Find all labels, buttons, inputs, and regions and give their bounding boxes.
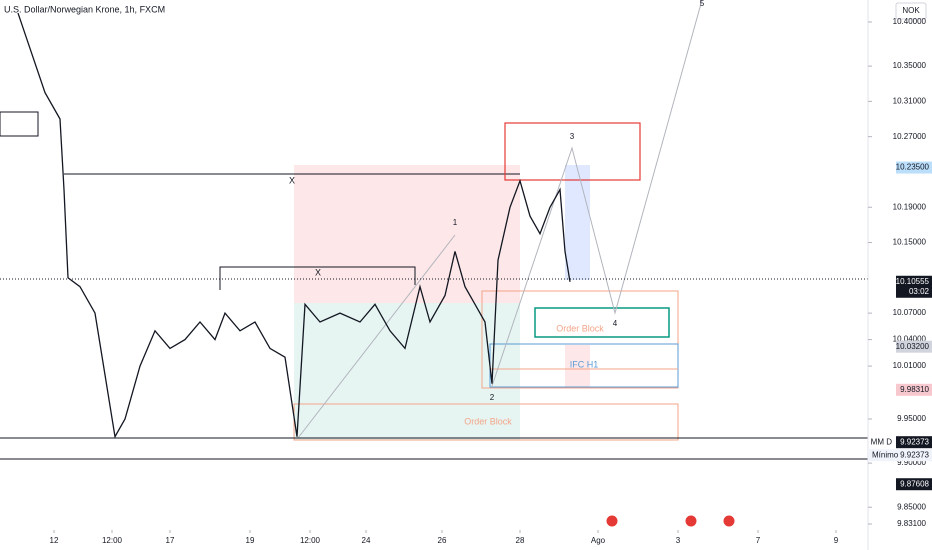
x-tick-label: 3 [676,536,681,545]
x-tick-label: 7 [756,536,761,545]
price-label: 10.03200 [896,342,930,351]
event-icons [605,514,736,528]
pink-zone [565,345,590,388]
x-tick-label: 12:00 [102,536,123,545]
min-name: Mínimo [872,450,899,459]
y-tick-label: 10.19000 [893,202,927,211]
min-label-bg [868,449,932,462]
y-tick-label: 10.27000 [893,132,927,141]
price-label-bg [896,383,932,396]
price-label: 9.98310 [900,385,929,394]
y-tick-label: 10.01000 [893,361,927,370]
order-block [481,290,679,389]
x-tick-label: Ago [591,536,606,545]
y-tick-label: 10.07000 [893,308,927,317]
x-tick-label: 12:00 [300,536,321,545]
price-label-bg [896,340,932,353]
annotation: Order Block [556,323,604,333]
countdown: 03:02 [909,287,930,296]
annotation: 5 [700,0,705,8]
y-tick-label: 9.90000 [897,458,926,467]
blue-zone [565,165,590,280]
event-icon[interactable] [722,514,736,528]
y-tick-label: 10.04000 [893,335,927,344]
x-tick-label: 19 [246,536,255,545]
y-tick-label: 10.40000 [893,17,927,26]
x-tick-label: 17 [166,536,175,545]
price-label: 9.92373 [900,437,929,446]
teal-box [534,307,670,338]
y-tick-label: 10.15000 [893,238,927,247]
chart-title: U.S. Dollar/Norwegian Krone, 1h, FXCM [4,4,165,14]
price-label-bg [896,275,932,298]
x-tick-label: 26 [438,536,447,545]
event-icon[interactable] [684,514,698,528]
x-tick-label: 9 [834,536,839,545]
price-label: 9.87608 [900,479,929,488]
target-box [504,122,641,181]
annotation: 1 [453,218,458,227]
price-label-bg [896,478,932,491]
y-tick-label: 9.85000 [897,502,926,511]
annotation: 2 [490,393,495,402]
y-tick-label: 9.83100 [897,519,926,528]
x-tick-label: 12 [50,536,59,545]
price-line [17,12,571,439]
annotation: Order Block [464,416,512,426]
annotation: IFC H1 [570,359,599,369]
price-label-bg [896,436,932,449]
currency-button[interactable] [895,2,927,20]
annotation: X [315,267,321,277]
y-tick-label: 10.35000 [893,61,927,70]
box [0,111,39,137]
price-label-bg [896,161,932,174]
wave-line [297,234,456,439]
annotation: 3 [570,132,575,141]
x-tick-label: 28 [516,536,525,545]
drawings: X X 1 2 3 4 5 Order Block Order Block IF… [0,0,868,528]
sell-zone [294,165,520,303]
annotation: 4 [613,319,618,328]
price-tag: MM D [871,437,893,446]
y-tick-label: 10.31000 [893,96,927,105]
price-label: 10.23500 [896,163,930,172]
min-value: 9.92373 [900,450,929,459]
price-label: 10.10555 [896,277,930,286]
event-icon[interactable] [605,514,619,528]
wave-line [491,0,703,387]
title-bg [0,0,200,18]
x-tick-label: 24 [362,536,371,545]
order-block [293,403,679,441]
annotation: X [289,175,295,185]
y-tick-label: 9.95000 [897,414,926,423]
currency: NOK [902,6,920,15]
